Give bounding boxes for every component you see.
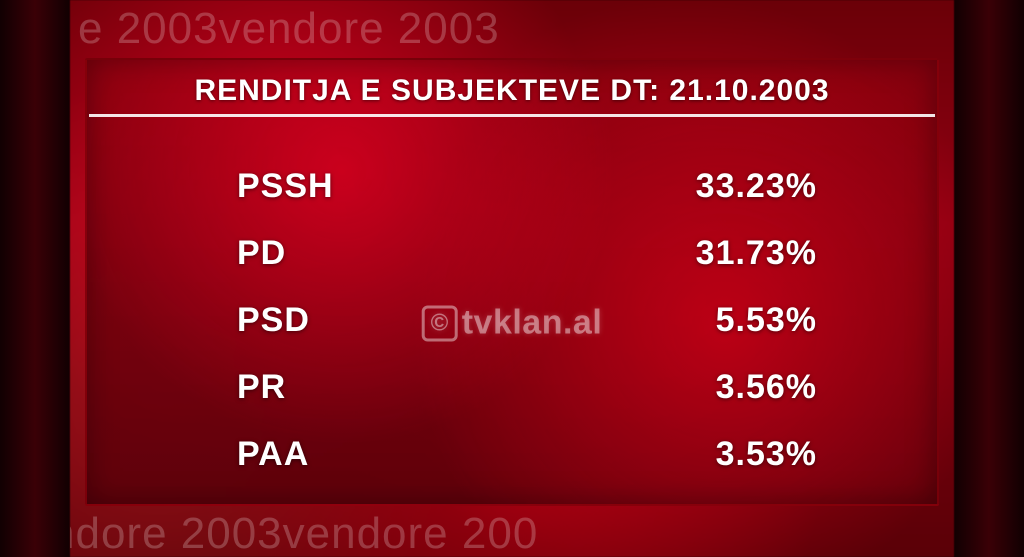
- results-list: PSSH 33.23% PD 31.73% PSD 5.53% PR 3.56%…: [87, 117, 937, 474]
- pillarbox-left: [0, 0, 70, 557]
- party-label: PD: [237, 234, 286, 273]
- party-label: PAA: [237, 435, 309, 474]
- ticker-top-text: e 2003vendore 2003: [78, 4, 500, 54]
- party-percent: 3.53%: [716, 435, 817, 474]
- ticker-bottom: ndore 2003vendore 200: [70, 509, 954, 557]
- results-panel: RENDITJA E SUBJEKTEVE DT: 21.10.2003 PSS…: [85, 58, 939, 506]
- broadcast-frame: e 2003vendore 2003 RENDITJA E SUBJEKTEVE…: [0, 0, 1024, 557]
- result-row: PSD 5.53%: [237, 301, 817, 340]
- ticker-top: e 2003vendore 2003: [70, 4, 962, 54]
- party-label: PSD: [237, 301, 310, 340]
- party-percent: 3.56%: [716, 368, 817, 407]
- ticker-bottom-text: ndore 2003vendore 200: [70, 509, 538, 557]
- party-label: PSSH: [237, 167, 334, 206]
- result-row: PAA 3.53%: [237, 435, 817, 474]
- panel-title: RENDITJA E SUBJEKTEVE DT: 21.10.2003: [89, 60, 935, 117]
- party-percent: 33.23%: [696, 167, 817, 206]
- party-label: PR: [237, 368, 286, 407]
- result-row: PSSH 33.23%: [237, 167, 817, 206]
- party-percent: 5.53%: [716, 301, 817, 340]
- party-percent: 31.73%: [696, 234, 817, 273]
- result-row: PR 3.56%: [237, 368, 817, 407]
- pillarbox-right: [954, 0, 1024, 557]
- result-row: PD 31.73%: [237, 234, 817, 273]
